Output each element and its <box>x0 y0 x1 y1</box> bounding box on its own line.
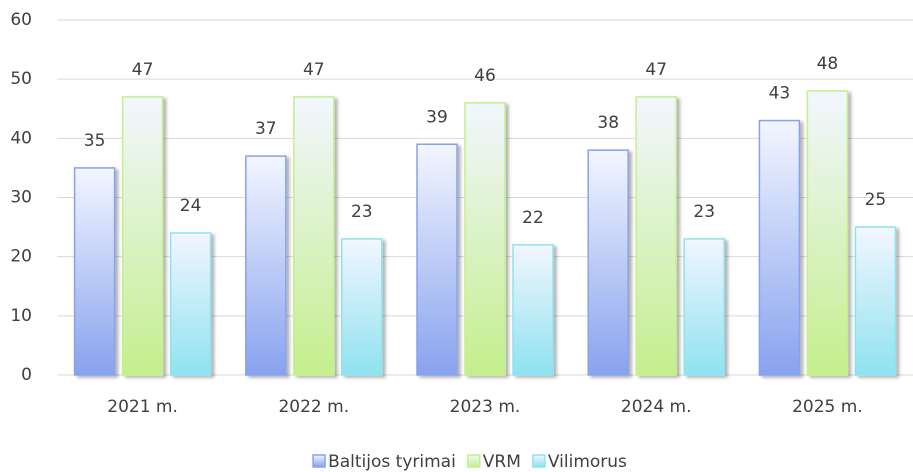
y-tick-label: 30 <box>10 188 32 208</box>
bar <box>121 96 164 376</box>
x-tick-label: 2025 m. <box>792 397 863 417</box>
bar <box>416 143 458 376</box>
y-tick-label: 40 <box>10 128 32 148</box>
data-label: 37 <box>255 119 277 139</box>
data-label: 47 <box>645 60 667 80</box>
legend-item: Baltijos tyrimai <box>312 452 456 472</box>
x-tick-label: 2024 m. <box>621 397 692 417</box>
data-label: 47 <box>303 60 325 80</box>
legend-label: VRM <box>483 452 521 472</box>
bar <box>73 167 116 376</box>
data-label: 38 <box>597 113 619 133</box>
y-tick-label: 50 <box>10 69 32 89</box>
bar <box>169 232 212 376</box>
legend-item: Vilimorus <box>532 452 627 472</box>
bar <box>683 238 725 376</box>
x-tick-label: 2021 m. <box>107 397 178 417</box>
data-label: 39 <box>426 107 448 127</box>
data-label: 23 <box>351 202 373 222</box>
data-label: 43 <box>769 84 791 104</box>
bar <box>587 149 629 376</box>
y-tick-label: 60 <box>10 10 32 30</box>
bar <box>758 119 801 376</box>
data-label: 35 <box>84 131 106 151</box>
x-tick-label: 2023 m. <box>450 397 521 417</box>
legend-swatch <box>467 454 481 468</box>
bar <box>293 96 335 376</box>
bar <box>854 226 897 376</box>
legend-swatch <box>312 454 326 468</box>
bar <box>806 90 849 376</box>
legend-label: Vilimorus <box>548 452 627 472</box>
bar <box>512 244 554 376</box>
legend-label: Baltijos tyrimai <box>328 452 456 472</box>
bar <box>635 96 677 376</box>
data-label: 25 <box>865 190 887 210</box>
bar <box>245 155 287 376</box>
y-tick-label: 10 <box>10 306 32 326</box>
x-tick-label: 2022 m. <box>278 397 349 417</box>
data-label: 48 <box>817 54 839 74</box>
y-tick-label: 20 <box>10 247 32 267</box>
bar <box>341 238 383 376</box>
data-label: 24 <box>180 196 202 216</box>
legend-item: VRM <box>467 452 521 472</box>
data-label: 46 <box>474 66 496 86</box>
y-tick-label: 0 <box>21 365 32 385</box>
data-label: 22 <box>522 208 544 228</box>
bar <box>464 102 506 376</box>
data-label: 23 <box>693 202 715 222</box>
data-label: 47 <box>132 60 154 80</box>
legend-swatch <box>532 454 546 468</box>
